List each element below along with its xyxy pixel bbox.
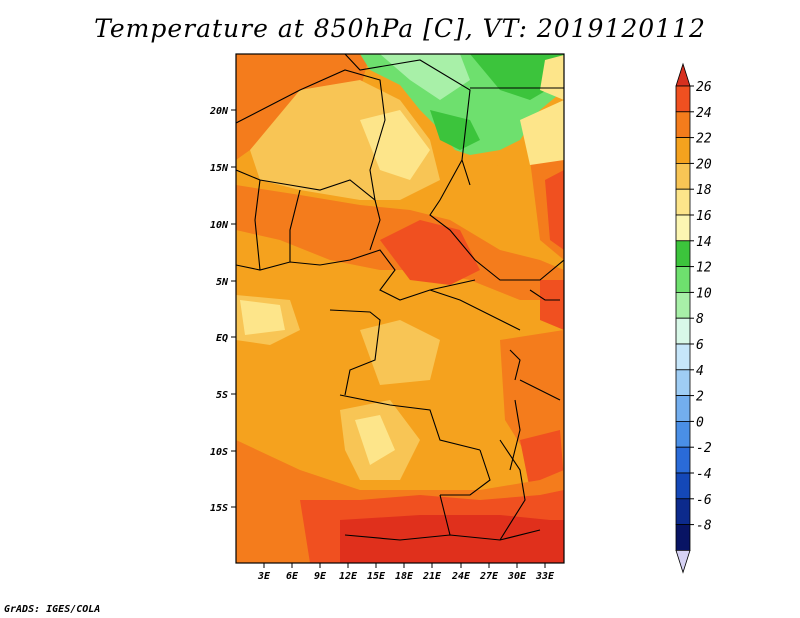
lat-label: 5N xyxy=(216,277,229,288)
colorbar-swatch xyxy=(675,137,691,164)
lat-label: 20N xyxy=(209,106,229,117)
colorbar-label: 20 xyxy=(696,157,712,172)
lon-label: 15E xyxy=(367,571,386,582)
colorbar-swatch xyxy=(675,524,691,551)
colorbar-label: 8 xyxy=(696,312,704,327)
colorbar-swatch xyxy=(675,214,691,242)
temperature-field xyxy=(236,54,564,563)
colorbar-label: 24 xyxy=(696,106,712,121)
lon-label: 21E xyxy=(422,571,442,582)
colorbar-swatch xyxy=(675,111,691,139)
colorbar-swatch xyxy=(675,395,691,422)
credit-text: GrADS: IGES/COLA xyxy=(4,604,101,615)
colorbar-top-arrow xyxy=(675,62,691,87)
colorbar-label: 16 xyxy=(696,209,712,224)
lon-label: 30E xyxy=(507,571,527,582)
colorbar-swatch xyxy=(675,369,691,396)
latitude-axis: 20N 15N 10N 5N EQ 5S 10S 15S xyxy=(209,106,236,514)
colorbar-label: 22 xyxy=(696,132,712,147)
colorbar-swatch xyxy=(675,240,691,268)
colorbar-label: 2 xyxy=(696,390,704,405)
lon-label: 24E xyxy=(451,571,471,582)
colorbar-label: 14 xyxy=(696,235,712,250)
lat-label: EQ xyxy=(216,333,228,344)
colorbar-swatch xyxy=(675,343,691,371)
colorbar-swatch xyxy=(675,472,691,500)
map-frame xyxy=(235,53,565,564)
colorbar-label: -4 xyxy=(696,467,712,482)
colorbar-swatch xyxy=(675,446,691,474)
colorbar-label: -2 xyxy=(696,441,712,456)
colorbar-label: 12 xyxy=(696,261,712,276)
lon-label: 27E xyxy=(479,571,499,582)
colorbar-label: -8 xyxy=(696,519,712,534)
colorbar-label: 4 xyxy=(696,364,704,379)
colorbar-label: 26 xyxy=(696,80,712,95)
colorbar-swatch xyxy=(675,420,691,448)
colorbar-swatch xyxy=(675,162,691,190)
colorbar-label: 0 xyxy=(696,415,704,430)
lon-label: 6E xyxy=(286,571,299,582)
colorbar-swatch xyxy=(675,498,691,525)
colorbar-bottom-arrow xyxy=(675,550,691,574)
lat-label: 10S xyxy=(210,447,228,458)
lon-label: 3E xyxy=(257,571,271,582)
lon-label: 33E xyxy=(535,571,555,582)
lat-label: 15S xyxy=(210,503,228,514)
lat-label: 10N xyxy=(210,220,229,231)
lon-label: 12E xyxy=(339,571,358,582)
lon-label: 18E xyxy=(395,571,414,582)
colorbar-swatch xyxy=(675,291,691,319)
colorbar-label: 18 xyxy=(696,183,712,198)
longitude-axis: 3E 6E 9E 12E 15E 18E 21E 24E 27E 30E 33E xyxy=(257,563,555,582)
colorbar-swatch xyxy=(675,317,691,345)
colorbar-swatch xyxy=(675,85,691,113)
country-borders xyxy=(236,54,564,541)
colorbar-label: -6 xyxy=(696,493,712,508)
colorbar-label: 10 xyxy=(696,286,712,301)
colorbar-swatch xyxy=(675,188,691,216)
lon-label: 9E xyxy=(314,571,327,582)
lat-label: 15N xyxy=(210,163,229,174)
map-title: Temperature at 850hPa [C], VT: 201912011… xyxy=(94,14,706,43)
lat-label: 5S xyxy=(216,390,228,401)
colorbar-label: 6 xyxy=(696,338,704,353)
colorbar-swatch xyxy=(675,266,691,293)
